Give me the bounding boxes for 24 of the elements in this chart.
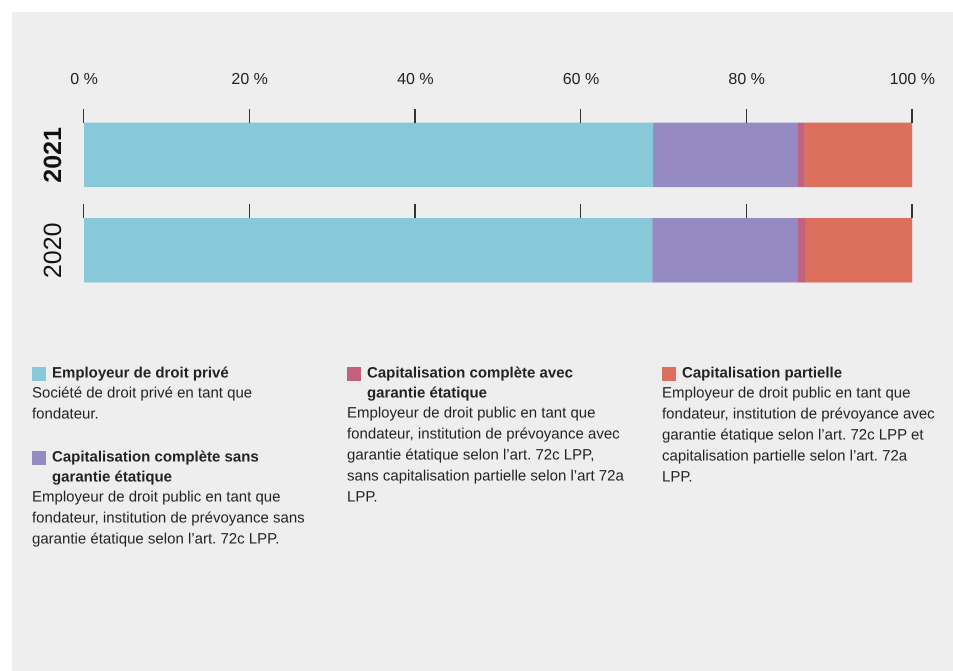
- legend-label: Capitalisation partielle: [682, 364, 842, 382]
- y-tick-label: 2020: [38, 222, 67, 278]
- x-tick-label: 60 %: [562, 71, 600, 88]
- bar: [797, 122, 805, 188]
- x-tick-label: 100 %: [890, 71, 936, 88]
- text: Employeur de droit public en tant que fondateur, institution de prévoyance sans garantie étatique selon l’art. 72c LPP.: [32, 488, 305, 548]
- bar: [652, 218, 798, 283]
- legend-label: Capitalisation complète avec garantie étatique: [367, 364, 573, 402]
- legend-label: Capitalisation complète sans garantie étatique: [52, 448, 259, 486]
- bar: [653, 122, 798, 188]
- x-tick-label: 0 %: [70, 71, 98, 88]
- x-tick-label: 20 %: [231, 71, 268, 88]
- bar: [804, 122, 912, 188]
- text: Employeur de droit public en tant que fondateur, institution de prévoyance avec garantie étatique selon l’art. 72c LPP, sans capitalisation partielle selon l’art 72a LPP.: [347, 404, 624, 506]
- bar: [84, 122, 654, 188]
- bar: [805, 218, 912, 283]
- y-tick-label: 2021: [38, 127, 67, 183]
- text: Société de droit privé en tant que fondateur.: [32, 384, 252, 423]
- text: Employeur de droit public en tant que fondateur, institution de prévoyance avec garantie étatique selon l’art. 72c LPP et capitalisation partielle selon l’art. 72a LPP.: [662, 384, 936, 486]
- x-tick-label: 80 %: [728, 71, 765, 88]
- legend-label: Employeur de droit privé: [52, 364, 229, 382]
- bar: [84, 218, 652, 283]
- bar: [798, 218, 806, 283]
- x-tick-label: 40 %: [397, 71, 434, 88]
